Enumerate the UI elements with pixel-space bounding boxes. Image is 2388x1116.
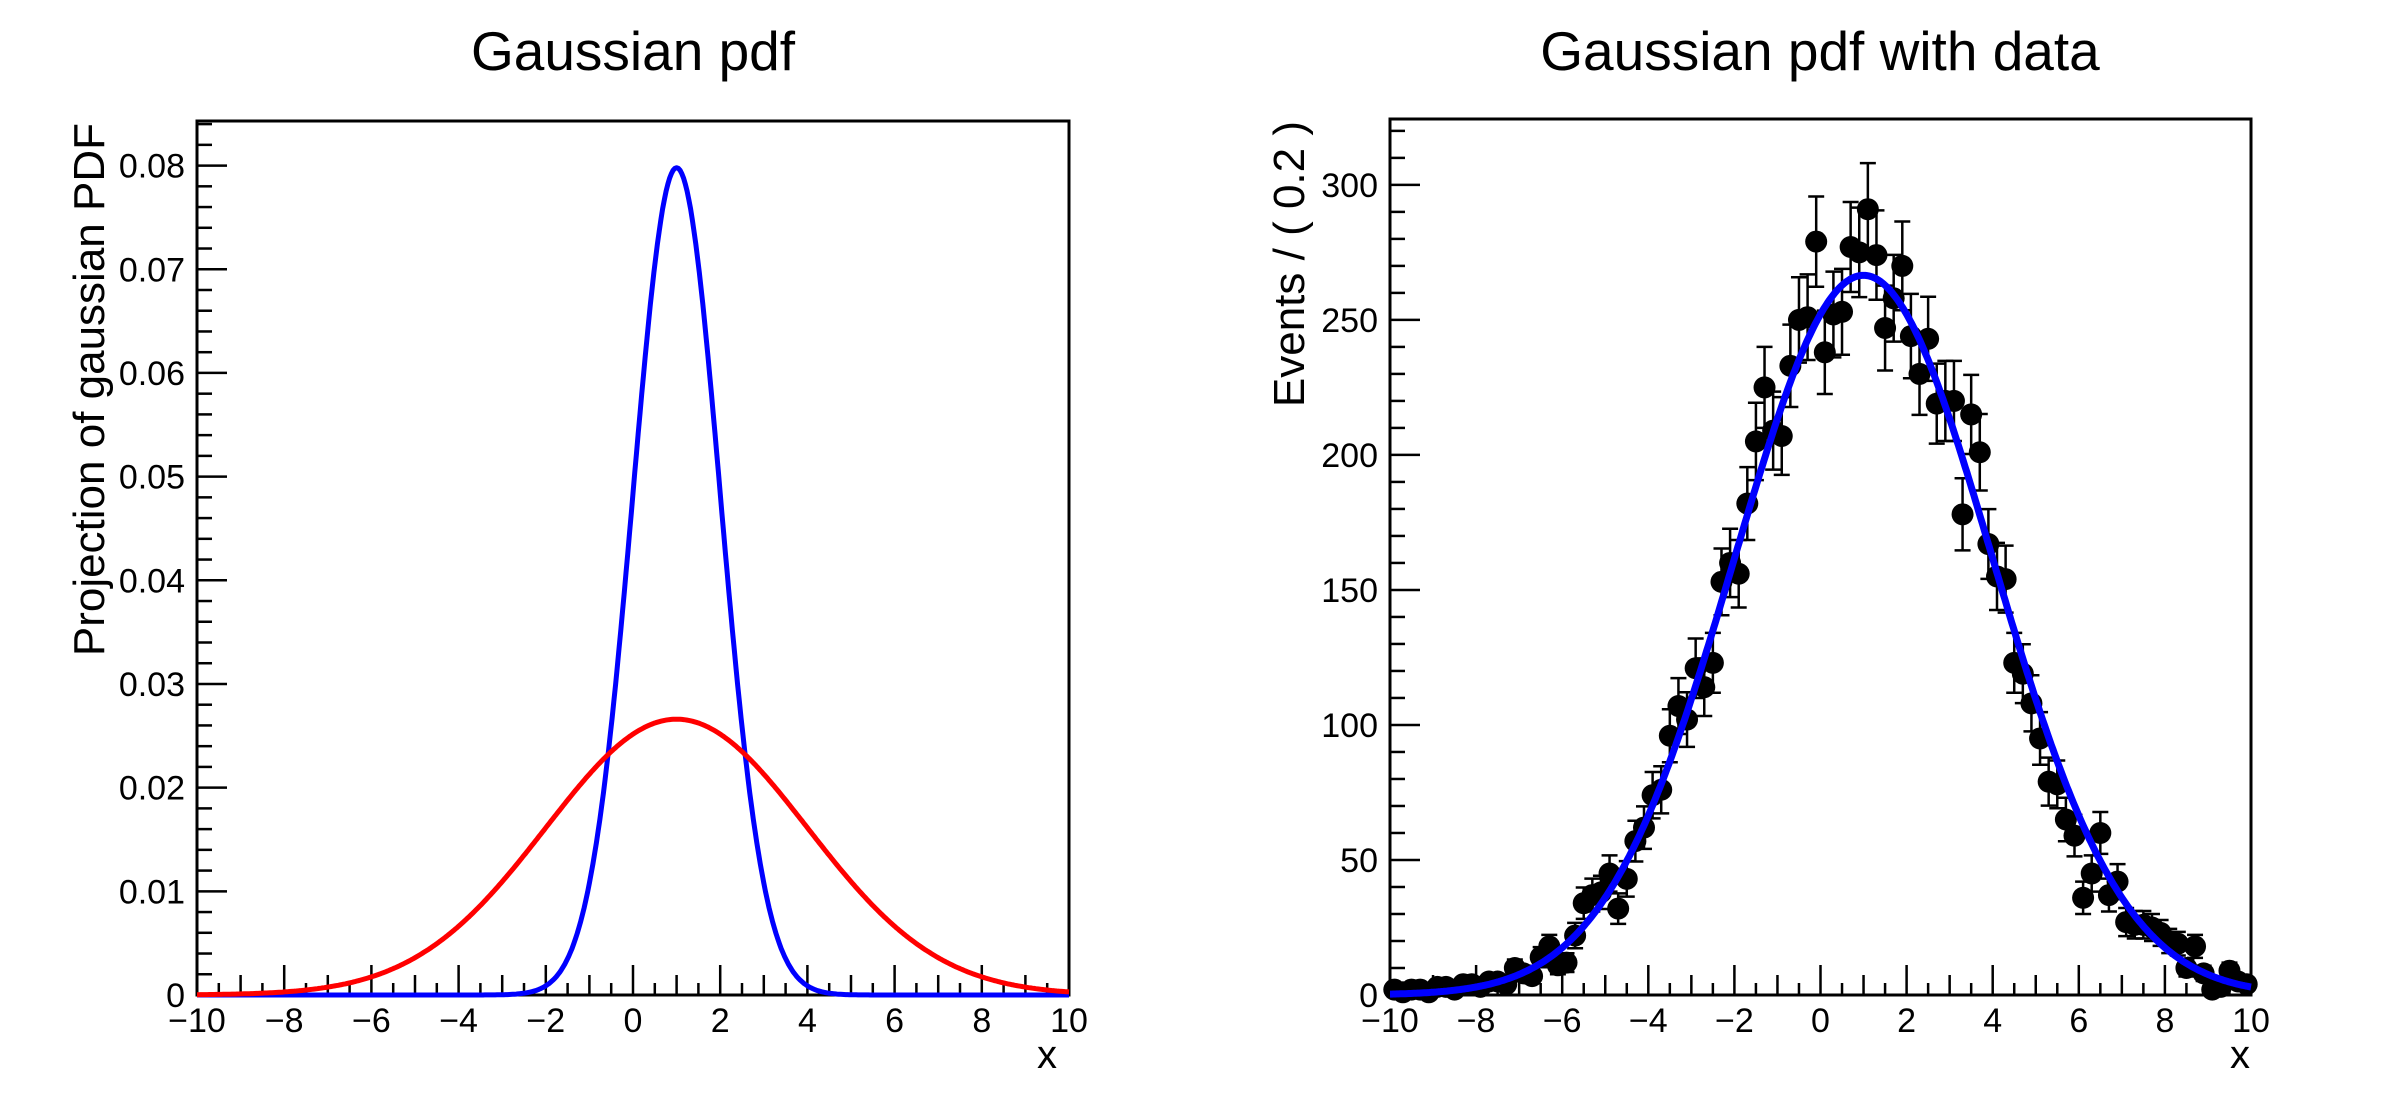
data-point <box>2063 824 2086 847</box>
right-y-axis-title: Events / ( 0.2 ) <box>1265 121 1314 407</box>
data-point <box>2054 808 2077 831</box>
right-x-axis-title: x <box>2230 1033 2250 1077</box>
left-y-axis-title: Projection of gaussian PDF <box>65 123 114 656</box>
data-point <box>2184 935 2207 958</box>
x-tick-label: 0 <box>1811 1002 1830 1040</box>
x-tick-label: 8 <box>972 1002 991 1040</box>
y-tick-label: 0.03 <box>119 666 185 704</box>
data-point <box>1813 341 1836 364</box>
y-tick-label: 0.07 <box>119 251 185 289</box>
x-tick-label: 0 <box>624 1002 643 1040</box>
data-point <box>1968 441 1991 464</box>
y-tick-label: 0 <box>1359 977 1378 1015</box>
y-tick-label: 300 <box>1321 167 1378 205</box>
data-point <box>2089 821 2112 844</box>
data-point <box>2080 862 2103 885</box>
curve-gaussian-fit <box>1388 271 2253 998</box>
x-tick-label: −6 <box>352 1002 391 1040</box>
y-tick-labels: 0 0.01 0.02 0.03 0.04 0.05 0.06 0.07 0.08 <box>119 148 185 1015</box>
data-point <box>1831 300 1854 323</box>
data-point <box>1805 230 1828 253</box>
error-bars <box>1386 161 2255 997</box>
y-tick-label: 0.04 <box>119 562 185 600</box>
x-tick-label: −8 <box>265 1002 304 1040</box>
y-tick-label: 0.05 <box>119 459 185 497</box>
x-tick-label: −4 <box>439 1002 478 1040</box>
y-tick-label: 150 <box>1321 572 1378 610</box>
data-point <box>1951 503 1974 526</box>
x-tick-labels: −10 −8 −6 −4 −2 0 2 4 6 8 10 <box>168 1002 1088 1040</box>
y-tick-label: 50 <box>1340 842 1378 880</box>
x-tick-label: 6 <box>2069 1002 2088 1040</box>
left-plot-title: Gaussian pdf <box>471 20 796 82</box>
x-tick-label: −2 <box>526 1002 565 1040</box>
data-point <box>1555 951 1578 974</box>
y-axis-ticks <box>197 122 227 997</box>
data-point <box>1960 403 1983 426</box>
data-point <box>1891 254 1914 277</box>
left-plot-graphics: −10 −8 −6 −4 −2 0 2 4 6 8 1000.010.020.030.040.050… <box>119 119 1088 1040</box>
x-tick-label: −4 <box>1629 1002 1668 1040</box>
x-tick-label: −6 <box>1543 1002 1582 1040</box>
x-tick-label: −10 <box>1361 1002 1419 1040</box>
y-tick-label: 0.02 <box>119 770 185 808</box>
y-tick-label: 100 <box>1321 707 1378 745</box>
x-tick-label: −2 <box>1715 1002 1754 1040</box>
data-point <box>1908 362 1931 385</box>
x-axis-ticks <box>195 965 1071 995</box>
data-point <box>1607 897 1630 920</box>
y-tick-label: 0 <box>166 977 185 1015</box>
data-point <box>1874 317 1897 340</box>
y-tick-label: 0.06 <box>119 355 185 393</box>
data-point <box>1856 198 1879 221</box>
x-tick-label: 8 <box>2155 1002 2174 1040</box>
curve-gaussian-sigma-3 <box>196 716 1070 998</box>
data-point <box>1865 244 1888 267</box>
x-tick-label: 2 <box>1897 1002 1916 1040</box>
plot-frame <box>1388 117 2253 997</box>
x-tick-label: 6 <box>885 1002 904 1040</box>
x-tick-label: 4 <box>798 1002 817 1040</box>
data-point <box>1744 430 1767 453</box>
x-tick-label: −8 <box>1457 1002 1496 1040</box>
x-tick-label: 10 <box>1050 1002 1088 1040</box>
left-plot: Gaussian pdf Projection of gaussian PDF … <box>65 20 1088 1077</box>
y-axis-ticks <box>1390 129 1420 997</box>
x-tick-label: 4 <box>1983 1002 2002 1040</box>
right-plot-title: Gaussian pdf with data <box>1540 20 2100 82</box>
left-x-axis-title: x <box>1037 1033 1057 1077</box>
y-tick-label: 0.08 <box>119 148 185 186</box>
y-tick-label: 200 <box>1321 437 1378 475</box>
curve-gaussian-sigma-1 <box>196 165 1070 998</box>
plot-frame <box>195 119 1071 997</box>
data-point <box>1753 376 1776 399</box>
data-point <box>1848 241 1871 264</box>
data-point <box>2072 886 2095 909</box>
right-plot: Gaussian pdf with data Events / ( 0.2 ) … <box>1265 20 2270 1077</box>
y-tick-label: 250 <box>1321 302 1378 340</box>
y-tick-labels: 0 50 100 150 200 250 300 <box>1321 167 1378 1015</box>
x-tick-label: −10 <box>168 1002 226 1040</box>
y-tick-label: 0.01 <box>119 873 185 911</box>
x-tick-label: 10 <box>2232 1002 2270 1040</box>
x-tick-labels: −10 −8 −6 −4 −2 0 2 4 6 8 10 <box>1361 1002 2270 1040</box>
x-tick-label: 2 <box>711 1002 730 1040</box>
